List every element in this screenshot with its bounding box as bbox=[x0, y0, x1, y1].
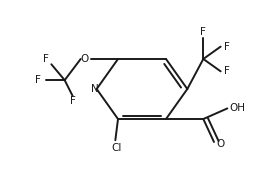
Text: O: O bbox=[217, 139, 225, 149]
Text: F: F bbox=[70, 96, 76, 106]
Text: F: F bbox=[35, 75, 41, 85]
Text: F: F bbox=[224, 66, 230, 76]
Text: F: F bbox=[200, 27, 206, 38]
Text: Cl: Cl bbox=[111, 143, 122, 153]
Text: O: O bbox=[81, 54, 89, 64]
Text: N: N bbox=[91, 84, 99, 94]
Text: F: F bbox=[43, 54, 49, 64]
Text: OH: OH bbox=[229, 103, 245, 113]
Text: F: F bbox=[224, 42, 230, 52]
